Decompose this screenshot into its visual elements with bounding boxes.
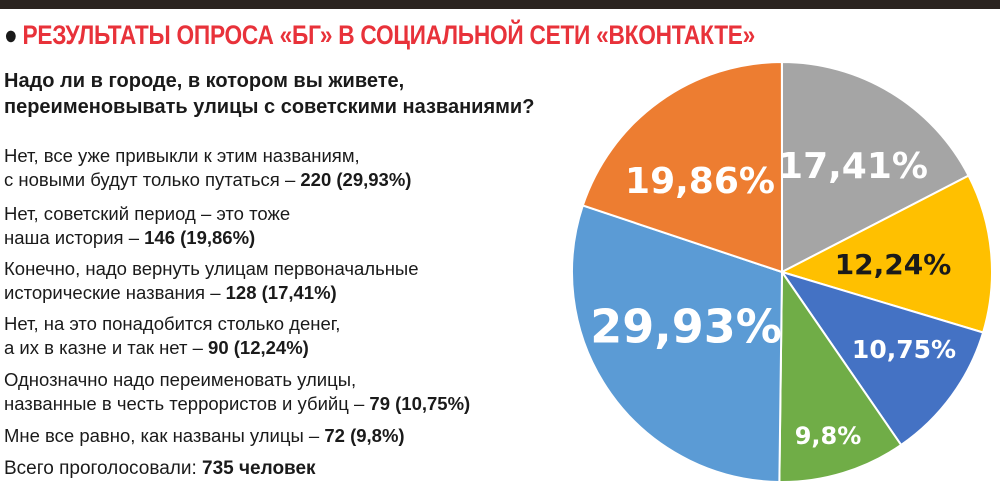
answer-item: Мне все равно, как названы улицы – 72 (9… bbox=[4, 424, 405, 448]
answer-text: Нет, все уже привыкли к этим названиям, bbox=[4, 145, 360, 166]
slice-label: 19,86% bbox=[625, 161, 775, 202]
page-title: ● РЕЗУЛЬТАТЫ ОПРОСА «БГ» В СОЦИАЛЬНОЙ СЕТ… bbox=[4, 20, 755, 51]
title-text: РЕЗУЛЬТАТЫ ОПРОСА «БГ» В СОЦИАЛЬНОЙ СЕТИ… bbox=[22, 20, 756, 50]
pie-slice bbox=[778, 268, 903, 483]
total-votes: Всего проголосовали: 735 человек bbox=[4, 458, 316, 480]
answer-value: 146 (19,86%) bbox=[144, 227, 256, 248]
answer-text: Конечно, надо вернуть улицам первоначаль… bbox=[4, 258, 419, 279]
answer-item: Нет, на это понадобится столько денег, а … bbox=[4, 312, 340, 360]
answer-value: 220 (29,93%) bbox=[300, 169, 412, 190]
answer-value: 128 (17,41%) bbox=[225, 282, 337, 303]
question: Надо ли в городе, в котором вы живете, п… bbox=[4, 68, 534, 120]
answer-item: Конечно, надо вернуть улицам первоначаль… bbox=[4, 257, 419, 305]
answer-line: Нет, советский период – это тоже bbox=[4, 202, 290, 226]
answer-line: Нет, на это понадобится столько денег, bbox=[4, 312, 340, 336]
answer-line: Конечно, надо вернуть улицам первоначаль… bbox=[4, 257, 419, 281]
answer-line: Однозначно надо переименовать улицы, bbox=[4, 368, 470, 392]
answer-value: 72 (9,8%) bbox=[324, 425, 405, 446]
answer-text: Мне все равно, как названы улицы – bbox=[4, 425, 325, 446]
slice-label: 17,41% bbox=[778, 146, 928, 187]
slice-label: 12,24% bbox=[835, 248, 952, 281]
answer-text: наша история – bbox=[4, 227, 145, 248]
pie-slice bbox=[581, 60, 784, 274]
answer-text: исторические названия – bbox=[4, 282, 226, 303]
slice-label: 9,8% bbox=[795, 422, 862, 450]
answer-value: 79 (10,75%) bbox=[369, 393, 471, 414]
pie-slice bbox=[781, 60, 970, 274]
answer-value: 90 (12,24%) bbox=[208, 337, 309, 358]
pie-slice bbox=[779, 174, 993, 334]
answer-line: Нет, все уже привыкли к этим названиям, bbox=[4, 144, 411, 168]
answer-item: Однозначно надо переименовать улицы, назв… bbox=[4, 368, 470, 416]
question-line: Надо ли в городе, в котором вы живете, bbox=[4, 70, 405, 92]
answer-line: исторические названия – 128 (17,41%) bbox=[4, 281, 419, 305]
answer-text: а их в казне и так нет – bbox=[4, 337, 209, 358]
pie-slice bbox=[779, 270, 985, 447]
slice-label: 10,75% bbox=[852, 335, 956, 364]
answer-line: названные в честь террористов и убийц – … bbox=[4, 392, 470, 416]
answer-text: с новыми будут только путаться – bbox=[4, 169, 301, 190]
total-value: 735 человек bbox=[202, 458, 316, 479]
answer-text: Нет, советский период – это тоже bbox=[4, 203, 291, 224]
question-line: переименовывать улицы с советскими назва… bbox=[4, 96, 535, 118]
answer-line: а их в казне и так нет – 90 (12,24%) bbox=[4, 336, 340, 360]
pie-slice bbox=[571, 204, 784, 483]
total-label: Всего проголосовали: bbox=[4, 458, 203, 479]
answer-text: названные в честь террористов и убийц – bbox=[4, 393, 370, 414]
top-bar bbox=[0, 0, 1000, 9]
answer-line: наша история – 146 (19,86%) bbox=[4, 226, 290, 250]
slice-label: 29,93% bbox=[590, 300, 782, 354]
answer-line: с новыми будут только путаться – 220 (29… bbox=[4, 168, 411, 192]
answer-text: Нет, на это понадобится столько денег, bbox=[4, 313, 341, 334]
answer-item: Нет, советский период – это тоже наша ист… bbox=[4, 202, 290, 250]
answer-line: Мне все равно, как названы улицы – 72 (9… bbox=[4, 424, 405, 448]
bullet-icon: ● bbox=[4, 20, 18, 50]
answer-text: Однозначно надо переименовать улицы, bbox=[4, 369, 357, 390]
answer-item: Нет, все уже привыкли к этим названиям, с… bbox=[4, 144, 411, 192]
